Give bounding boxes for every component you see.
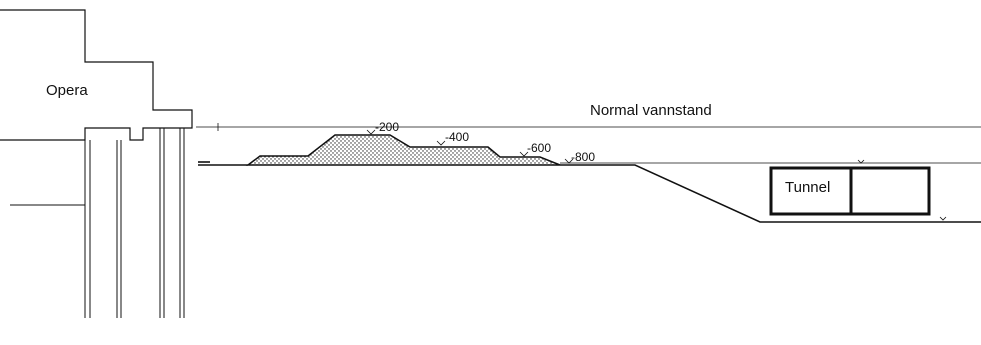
tunnel-label: Tunnel: [785, 179, 831, 196]
seabed-profile: [198, 164, 981, 223]
fill-mound: [245, 134, 561, 166]
depth-label-600: -600: [527, 141, 552, 155]
opera-building-outline: [0, 9, 193, 141]
depth-markers: [366, 129, 947, 221]
foundation-piles: [84, 128, 185, 318]
depth-label-800: -800: [571, 150, 596, 164]
depth-label-400: -400: [445, 130, 470, 144]
depth-label-200: -200: [375, 120, 400, 134]
water-level-label: Normal vannstand: [590, 102, 712, 119]
opera-label: Opera: [46, 82, 88, 99]
